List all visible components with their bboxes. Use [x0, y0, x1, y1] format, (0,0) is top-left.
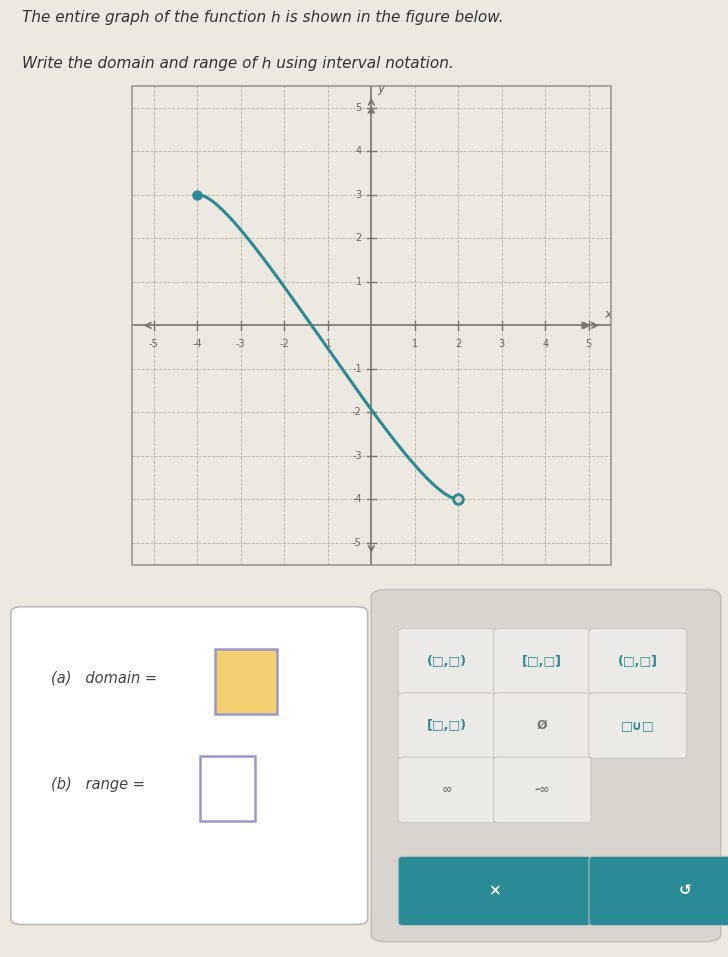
Text: 1: 1 — [355, 277, 362, 287]
Text: The entire graph of the function ℎ is shown in the figure below.: The entire graph of the function ℎ is sh… — [22, 10, 504, 25]
FancyBboxPatch shape — [11, 607, 368, 924]
FancyBboxPatch shape — [589, 857, 728, 925]
FancyArrow shape — [582, 322, 589, 329]
FancyArrow shape — [368, 105, 375, 543]
Text: 2: 2 — [355, 234, 362, 243]
Text: (□,□): (□,□) — [427, 655, 467, 668]
Text: -2: -2 — [352, 408, 362, 417]
Text: y: y — [378, 81, 385, 95]
Text: 5: 5 — [355, 103, 362, 113]
FancyBboxPatch shape — [589, 693, 687, 758]
Text: 1: 1 — [412, 340, 418, 349]
Text: -4: -4 — [352, 495, 362, 504]
FancyBboxPatch shape — [200, 756, 255, 821]
Text: 3: 3 — [499, 340, 505, 349]
Text: [□,□): [□,□) — [427, 719, 467, 732]
FancyBboxPatch shape — [398, 757, 496, 823]
FancyArrow shape — [154, 322, 591, 329]
Text: x: x — [605, 308, 612, 321]
Text: -4: -4 — [192, 340, 202, 349]
Text: 3: 3 — [355, 189, 362, 200]
Bar — [132, 86, 611, 565]
Text: 2: 2 — [455, 340, 462, 349]
Text: -∞: -∞ — [534, 784, 550, 796]
Text: ∞: ∞ — [442, 784, 452, 796]
Text: [□,□]: [□,□] — [523, 655, 562, 668]
FancyBboxPatch shape — [398, 693, 496, 758]
FancyBboxPatch shape — [589, 629, 687, 694]
FancyBboxPatch shape — [494, 757, 591, 823]
Text: 4: 4 — [542, 340, 548, 349]
FancyBboxPatch shape — [494, 693, 591, 758]
Text: -3: -3 — [352, 451, 362, 461]
Text: -3: -3 — [236, 340, 245, 349]
FancyBboxPatch shape — [494, 629, 591, 694]
FancyBboxPatch shape — [398, 857, 591, 925]
Text: ↺: ↺ — [679, 883, 692, 899]
Text: -1: -1 — [352, 364, 362, 374]
Text: (b)   range =: (b) range = — [51, 777, 145, 792]
Text: -2: -2 — [280, 340, 289, 349]
Text: Write the domain and range of ℎ using interval notation.: Write the domain and range of ℎ using in… — [22, 56, 454, 71]
FancyBboxPatch shape — [398, 629, 496, 694]
Text: Ø: Ø — [537, 719, 547, 732]
Text: (a)   domain =: (a) domain = — [51, 670, 157, 685]
Text: ×: × — [488, 883, 501, 899]
Text: -1: -1 — [323, 340, 333, 349]
FancyBboxPatch shape — [215, 649, 277, 714]
Text: □∪□: □∪□ — [621, 719, 654, 732]
Text: -5: -5 — [149, 340, 159, 349]
Text: (□,□]: (□,□] — [618, 655, 657, 668]
FancyBboxPatch shape — [371, 590, 721, 942]
Text: -5: -5 — [352, 538, 362, 547]
Text: 4: 4 — [355, 146, 362, 156]
Text: 5: 5 — [585, 340, 592, 349]
